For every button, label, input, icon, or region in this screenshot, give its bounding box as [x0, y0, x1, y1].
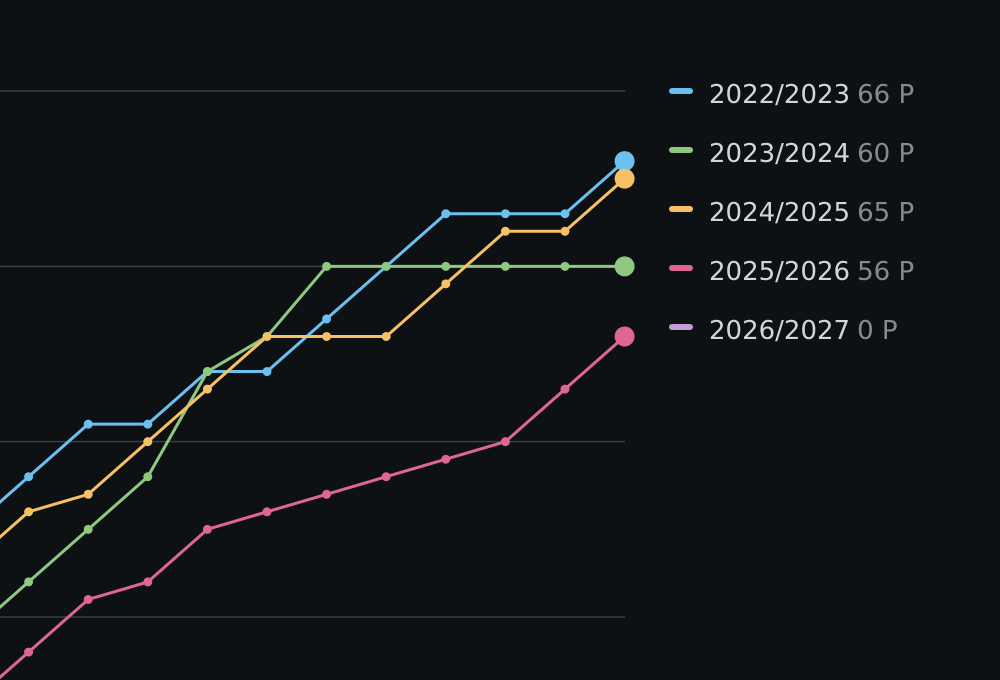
- data-point: [322, 331, 332, 341]
- data-point: [441, 261, 451, 271]
- legend-label: 2024/2025 65 P: [709, 198, 914, 228]
- data-point: [560, 261, 570, 271]
- data-point: [381, 261, 391, 271]
- data-point: [381, 331, 391, 341]
- plot-area: [0, 151, 635, 680]
- legend-points: 66 P: [857, 80, 914, 110]
- data-point: [202, 367, 212, 377]
- data-point: [83, 419, 93, 429]
- data-point: [500, 209, 510, 219]
- data-point: [322, 489, 332, 499]
- data-point: [83, 524, 93, 534]
- data-point: [381, 472, 391, 482]
- data-point: [500, 226, 510, 236]
- data-point: [560, 384, 570, 394]
- legend-points: 0 P: [857, 316, 898, 346]
- data-point: [143, 419, 153, 429]
- legend-name: 2025/2026: [709, 257, 850, 287]
- legend-label: 2023/2024 60 P: [709, 139, 914, 169]
- legend-name: 2026/2027: [709, 316, 850, 346]
- data-point: [262, 507, 272, 517]
- data-point: [441, 209, 451, 219]
- data-point: [560, 209, 570, 219]
- data-point: [262, 331, 272, 341]
- series-line: [0, 177, 626, 540]
- data-point: [614, 326, 635, 347]
- data-point: [143, 577, 153, 587]
- data-point: [83, 489, 93, 499]
- data-point: [143, 472, 153, 482]
- data-point: [83, 594, 93, 604]
- data-point: [614, 256, 635, 277]
- legend-points: 60 P: [857, 139, 914, 169]
- legend-points: 56 P: [857, 257, 914, 287]
- legend-label: 2022/2023 66 P: [709, 80, 914, 110]
- data-point: [614, 168, 635, 189]
- data-point: [441, 454, 451, 464]
- data-point: [24, 507, 34, 517]
- data-point: [24, 577, 34, 587]
- legend-points: 65 P: [857, 198, 914, 228]
- data-point: [202, 384, 212, 394]
- data-point: [500, 261, 510, 271]
- data-point: [441, 279, 451, 289]
- data-point: [262, 367, 272, 377]
- series-line: [0, 335, 626, 680]
- data-point: [202, 524, 212, 534]
- legend-name: 2024/2025: [709, 198, 850, 228]
- data-point: [24, 472, 34, 482]
- data-point: [322, 314, 332, 324]
- legend-name: 2023/2024: [709, 139, 850, 169]
- data-point: [614, 151, 635, 172]
- grid: [0, 90, 625, 618]
- data-point: [24, 647, 34, 657]
- legend-label: 2026/2027 0 P: [709, 316, 898, 346]
- series-line: [0, 264, 625, 610]
- data-point: [143, 437, 153, 447]
- data-point: [500, 437, 510, 447]
- legend-label: 2025/2026 56 P: [709, 257, 914, 287]
- data-point: [560, 226, 570, 236]
- legend-name: 2022/2023: [709, 80, 850, 110]
- data-point: [322, 261, 332, 271]
- series-line: [0, 160, 626, 504]
